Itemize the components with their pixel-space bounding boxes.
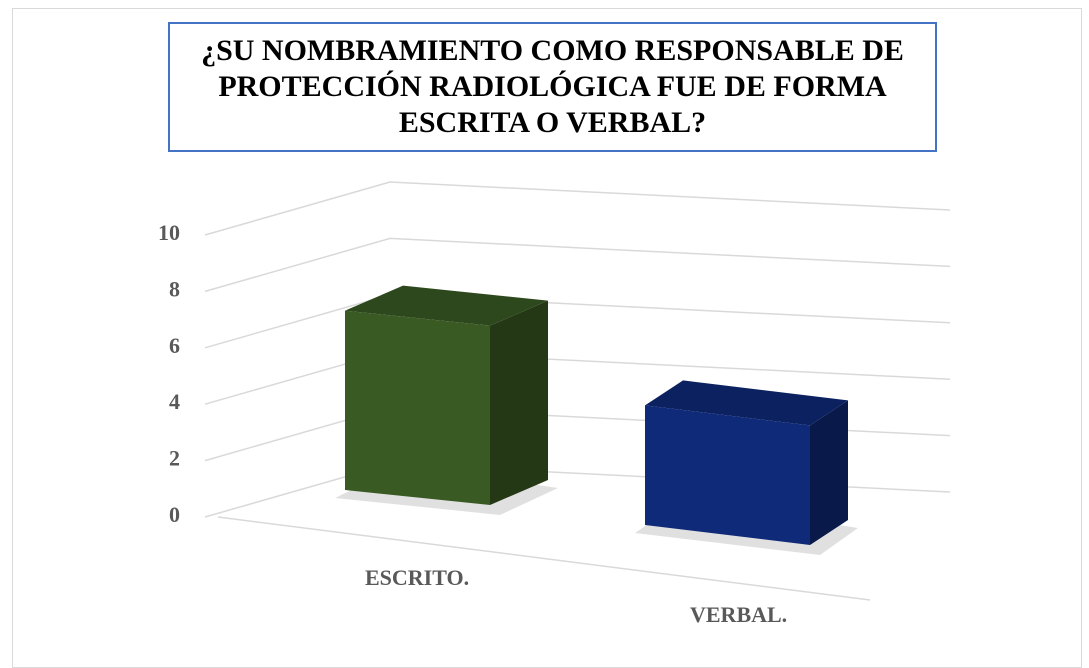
bar-side	[490, 300, 548, 505]
y-tick-label: 6	[169, 333, 180, 358]
chart-title: ¿SU NOMBRAMIENTO COMO RESPONSABLE DE PRO…	[168, 22, 937, 152]
x-tick-label: VERBAL.	[690, 602, 787, 627]
grid-line	[204, 294, 951, 349]
bar-top	[645, 380, 848, 426]
y-tick-label: 10	[158, 220, 180, 245]
bar	[345, 310, 490, 505]
grid-line	[204, 350, 951, 405]
bar	[645, 405, 810, 545]
y-tick-label: 0	[169, 502, 180, 527]
floor-edge	[217, 516, 871, 601]
grid-line	[204, 237, 951, 293]
y-tick-label: 8	[169, 276, 180, 301]
bar-top	[345, 285, 548, 326]
grid-line	[204, 181, 951, 236]
x-tick-label: ESCRITO.	[365, 565, 469, 590]
y-tick-label: 4	[169, 389, 180, 414]
bar-side	[810, 400, 848, 545]
y-tick-label: 2	[169, 446, 180, 471]
